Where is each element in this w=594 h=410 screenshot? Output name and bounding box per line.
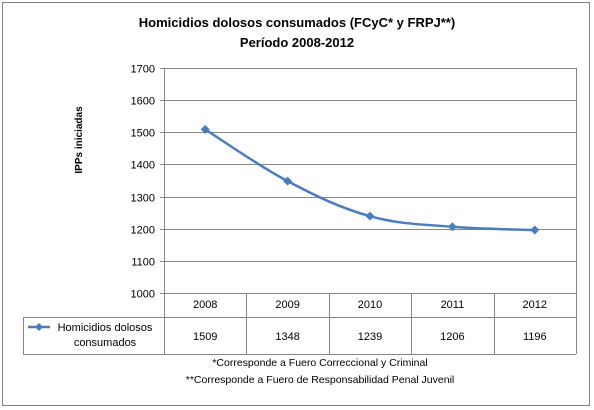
footnote-1: *Corresponde a Fuero Correccional y Crim… xyxy=(212,357,427,369)
legend-diamond-icon xyxy=(35,323,43,331)
x-category-label: 2008 xyxy=(193,299,217,311)
legend-series-name: Homicidios dolosos xyxy=(58,322,153,334)
x-category-label: 2011 xyxy=(441,299,465,311)
data-point-2010 xyxy=(365,211,375,221)
data-point-2011 xyxy=(447,222,457,232)
y-axis-label: IPPs iniciadas xyxy=(74,106,85,174)
y-tick-label: 1700 xyxy=(131,64,155,76)
legend-series-name: consumados xyxy=(74,337,137,349)
data-table-value: 1239 xyxy=(358,331,382,343)
footnote-2: **Corresponde a Fuero de Responsabilidad… xyxy=(186,374,455,386)
data-point-2009 xyxy=(283,176,293,186)
x-category-label: 2010 xyxy=(358,299,382,311)
y-tick-label: 1000 xyxy=(131,289,155,301)
chart-subtitle: Período 2008-2012 xyxy=(240,35,354,50)
y-tick-label: 1600 xyxy=(131,96,155,108)
series-homicidios xyxy=(200,124,540,235)
y-tick-label: 1100 xyxy=(131,257,155,269)
y-tick-label: 1400 xyxy=(131,160,155,172)
chart-title: Homicidios dolosos consumados (FCyC* y F… xyxy=(139,15,455,30)
x-category-label: 2012 xyxy=(523,299,547,311)
data-table-value: 1196 xyxy=(523,331,547,343)
data-table-value: 1509 xyxy=(193,331,217,343)
y-tick-label: 1200 xyxy=(131,225,155,237)
data-point-2012 xyxy=(530,225,540,235)
data-point-2008 xyxy=(200,124,210,134)
y-tick-label: 1500 xyxy=(131,128,155,140)
data-table-value: 1206 xyxy=(440,331,464,343)
grid-lines xyxy=(164,68,577,354)
chart-frame xyxy=(2,2,590,406)
x-category-label: 2009 xyxy=(275,299,299,311)
data-table: 2008 1509 2009 1348 2010 1239 2011 1206 2012 1196… xyxy=(23,293,576,355)
y-tick-label: 1300 xyxy=(131,193,155,205)
data-table-value: 1348 xyxy=(275,331,299,343)
y-axis-ticks: 1000 1100 1200 1300 1400 1500 1600 1700 xyxy=(131,64,164,301)
